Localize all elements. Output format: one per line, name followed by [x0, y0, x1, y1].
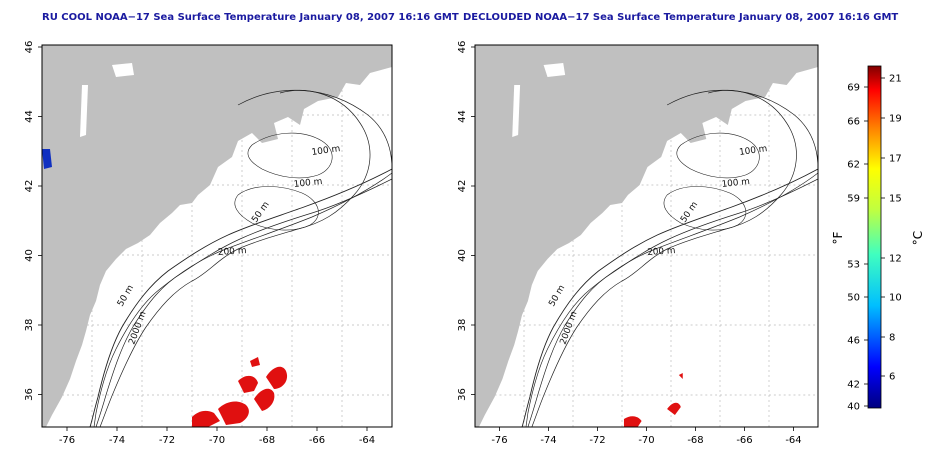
- lat-tick-label: 46: [457, 41, 468, 54]
- celsius-tick-label: 21: [889, 74, 902, 85]
- lake: [112, 63, 134, 77]
- depth-contour: [521, 168, 818, 427]
- warm-sst-patch: [667, 402, 681, 415]
- warm-sst-patch: [218, 401, 249, 425]
- fahrenheit-tick-label: 62: [847, 160, 860, 171]
- depth-contour: [93, 172, 392, 427]
- fahrenheit-tick-label: 42: [847, 380, 860, 391]
- fahrenheit-tick-label: 50: [847, 293, 860, 304]
- warm-sst-patch: [678, 373, 683, 379]
- warm-sst-patch: [192, 410, 220, 427]
- depth-contour: [89, 168, 392, 427]
- land-mass: [475, 45, 818, 427]
- lon-tick-label: -66: [736, 435, 752, 446]
- depth-contour: [663, 186, 747, 231]
- lon-tick-label: -74: [540, 435, 556, 446]
- lat-tick-label: 46: [24, 41, 35, 54]
- land-mass: [42, 45, 392, 427]
- contour-label: 200 m: [218, 246, 247, 258]
- lon-tick-label: -72: [589, 435, 605, 446]
- lake: [80, 85, 88, 137]
- lon-tick-label: -66: [309, 435, 325, 446]
- lat-tick-label: 42: [457, 180, 468, 193]
- contour-label: 100 m: [739, 144, 768, 158]
- depth-contour: [99, 90, 371, 427]
- lon-tick-label: -76: [59, 435, 75, 446]
- depth-contour: [525, 172, 818, 427]
- lon-tick-label: -72: [159, 435, 175, 446]
- lake: [512, 85, 521, 137]
- lon-tick-label: -68: [687, 435, 703, 446]
- lat-tick-label: 38: [24, 319, 35, 332]
- colorbar: 69 66 62 59 53 50 46 42 40 21 19 17 15 12 10 8 6 °F °C: [831, 65, 925, 413]
- lat-tick-label: 36: [457, 388, 468, 401]
- contour-label: 100 m: [311, 144, 341, 158]
- lon-tick-label: -70: [638, 435, 654, 446]
- fahrenheit-tick-label: 59: [847, 194, 860, 205]
- lat-tick-label: 42: [24, 180, 35, 193]
- celsius-tick-label: 19: [889, 114, 902, 125]
- celsius-tick-label: 15: [889, 194, 902, 205]
- depth-contour: [676, 132, 760, 179]
- lake: [543, 63, 566, 77]
- lon-tick-label: -70: [209, 435, 225, 446]
- fahrenheit-axis-label: °F: [831, 231, 845, 244]
- lat-tick-label: 40: [24, 249, 35, 262]
- lon-tick-label: -68: [259, 435, 275, 446]
- contour-label: 200 m: [647, 246, 676, 258]
- contour-label: 100 m: [721, 177, 750, 190]
- warm-sst-patch: [238, 375, 258, 393]
- depth-contour: [531, 90, 797, 427]
- lon-tick-label: -64: [785, 435, 801, 446]
- warm-sst-patch: [623, 416, 642, 427]
- fahrenheit-tick-label: 69: [847, 83, 860, 94]
- celsius-tick-label: 6: [889, 372, 895, 383]
- lat-tick-label: 38: [457, 319, 468, 332]
- depth-contour: [234, 186, 319, 231]
- depth-contour: [247, 132, 333, 179]
- lat-tick-label: 44: [457, 110, 468, 123]
- right-map-title: DECLOUDED NOAA−17 Sea Surface Temperatur…: [463, 12, 899, 23]
- lon-tick-label: -64: [359, 435, 375, 446]
- warm-sst-patch: [254, 388, 275, 411]
- celsius-tick-label: 8: [889, 333, 895, 344]
- lon-tick-label: -74: [109, 435, 125, 446]
- celsius-axis-label: °C: [911, 231, 925, 245]
- fahrenheit-tick-label: 46: [847, 336, 860, 347]
- contour-label: 100 m: [293, 177, 323, 190]
- celsius-tick-label: 17: [889, 154, 902, 165]
- fahrenheit-tick-label: 66: [847, 117, 860, 128]
- colorbar-gradient: [867, 65, 882, 409]
- lat-tick-label: 36: [24, 388, 35, 401]
- cold-sst-patch: [42, 149, 52, 169]
- left-map-title: RU COOL NOAA−17 Sea Surface Temperature …: [42, 12, 459, 23]
- lat-tick-label: 44: [24, 110, 35, 123]
- lon-tick-label: -76: [491, 435, 507, 446]
- warm-sst-patch: [266, 366, 288, 389]
- warm-sst-patch: [250, 357, 260, 367]
- fahrenheit-tick-label: 53: [847, 260, 860, 271]
- lat-tick-label: 40: [457, 249, 468, 262]
- celsius-tick-label: 12: [889, 254, 902, 265]
- celsius-tick-label: 10: [889, 293, 902, 304]
- fahrenheit-tick-label: 40: [847, 402, 860, 413]
